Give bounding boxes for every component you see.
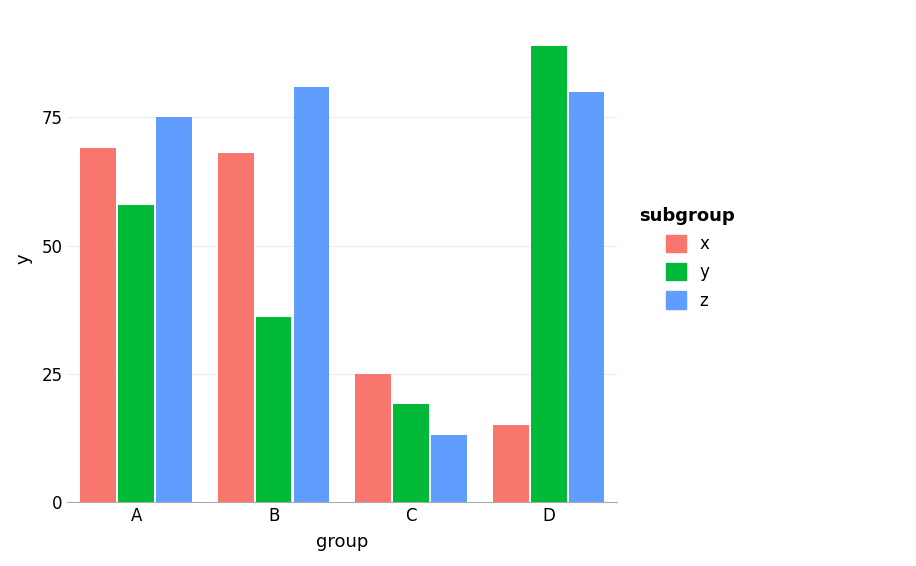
Bar [493, 425, 529, 502]
Bar [293, 87, 330, 502]
Bar [118, 204, 154, 502]
X-axis label: group: group [316, 533, 368, 551]
Bar [218, 153, 254, 502]
Bar [81, 148, 116, 502]
Bar [393, 405, 429, 502]
Bar [431, 435, 467, 502]
Bar [256, 318, 291, 502]
Bar [156, 118, 191, 502]
Y-axis label: y: y [15, 253, 33, 264]
Bar [355, 374, 391, 502]
Bar [569, 92, 605, 502]
Legend: x, y, z: x, y, z [631, 199, 744, 318]
Bar [530, 46, 566, 502]
